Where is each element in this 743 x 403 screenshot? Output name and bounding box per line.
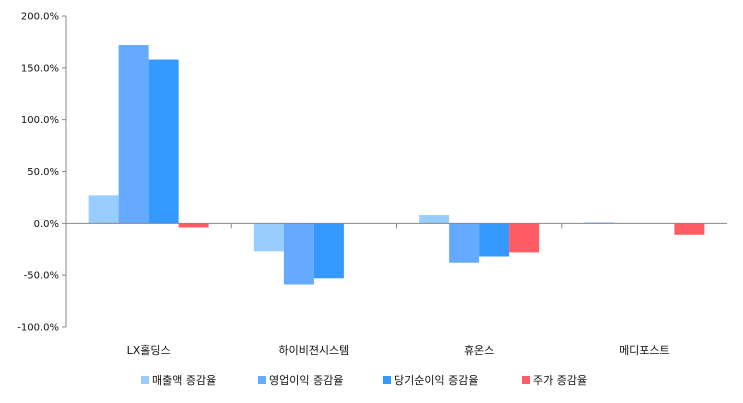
- bar: [509, 223, 540, 253]
- bar: [479, 223, 510, 257]
- bar: [283, 223, 314, 285]
- y-tick-label: 200.0%: [21, 12, 59, 23]
- bar: [313, 223, 344, 279]
- bar: [148, 59, 179, 224]
- bar: [253, 223, 284, 252]
- y-tick-label: 100.0%: [21, 115, 59, 126]
- legend-label: 매출액 증감율: [152, 374, 216, 387]
- y-tick-label: -50.0%: [24, 271, 59, 282]
- x-axis: LX홀딩스 하이비젼시스템 휴온스 메디포스트: [66, 222, 727, 357]
- bar: [178, 223, 209, 228]
- legend-label: 당기순이익 증감율: [394, 374, 478, 387]
- bars: [88, 45, 705, 285]
- bar: [584, 222, 615, 224]
- x-category-label: LX홀딩스: [127, 344, 171, 357]
- y-axis: 200.0% 150.0% 100.0% 50.0% 0.0% -50.0% -100.0%: [17, 12, 67, 334]
- x-category-label: 메디포스트: [619, 344, 670, 357]
- y-tick-label: 0.0%: [34, 219, 59, 230]
- legend-swatch: [141, 376, 149, 384]
- x-category-label: 하이비젼시스템: [278, 343, 349, 357]
- legend-label: 영업이익 증감율: [269, 374, 343, 387]
- legend-swatch: [258, 376, 266, 384]
- y-tick-label: 150.0%: [21, 63, 59, 74]
- bar: [449, 223, 480, 263]
- legend-label: 주가 증감율: [533, 374, 587, 387]
- y-tick-label: -100.0%: [17, 323, 59, 334]
- bar: [88, 195, 119, 224]
- bar: [118, 45, 149, 224]
- y-tick-label: 50.0%: [27, 167, 59, 178]
- legend: 매출액 증감율 영업이익 증감율 당기순이익 증감율 주가 증감율: [141, 374, 587, 387]
- legend-swatch: [522, 376, 530, 384]
- bar: [674, 223, 705, 235]
- bar: [419, 215, 450, 224]
- legend-swatch: [383, 376, 391, 384]
- x-category-label: 휴온스: [464, 344, 494, 357]
